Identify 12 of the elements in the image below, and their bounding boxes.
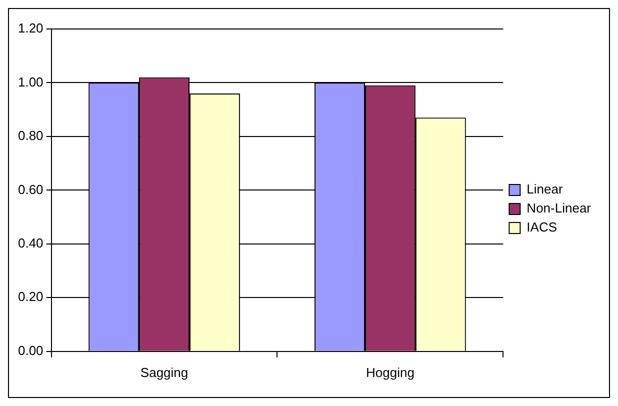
legend-label: Linear	[526, 182, 564, 197]
legend-label: IACS	[526, 220, 558, 235]
y-tick-label: 0.20	[18, 289, 44, 304]
y-tick-label: 0.00	[18, 342, 44, 358]
y-tick-label: 1.00	[18, 74, 44, 90]
x-tick-label: Hogging	[366, 364, 414, 380]
legend-label: Non-Linear	[526, 200, 592, 216]
y-tick-label: 0.80	[18, 128, 44, 144]
y-tick-label: 1.20	[18, 20, 44, 36]
x-tick-label: Sagging	[140, 364, 188, 380]
y-tick-label: 0.40	[18, 236, 44, 251]
y-tick-label: 0.60	[18, 182, 44, 197]
